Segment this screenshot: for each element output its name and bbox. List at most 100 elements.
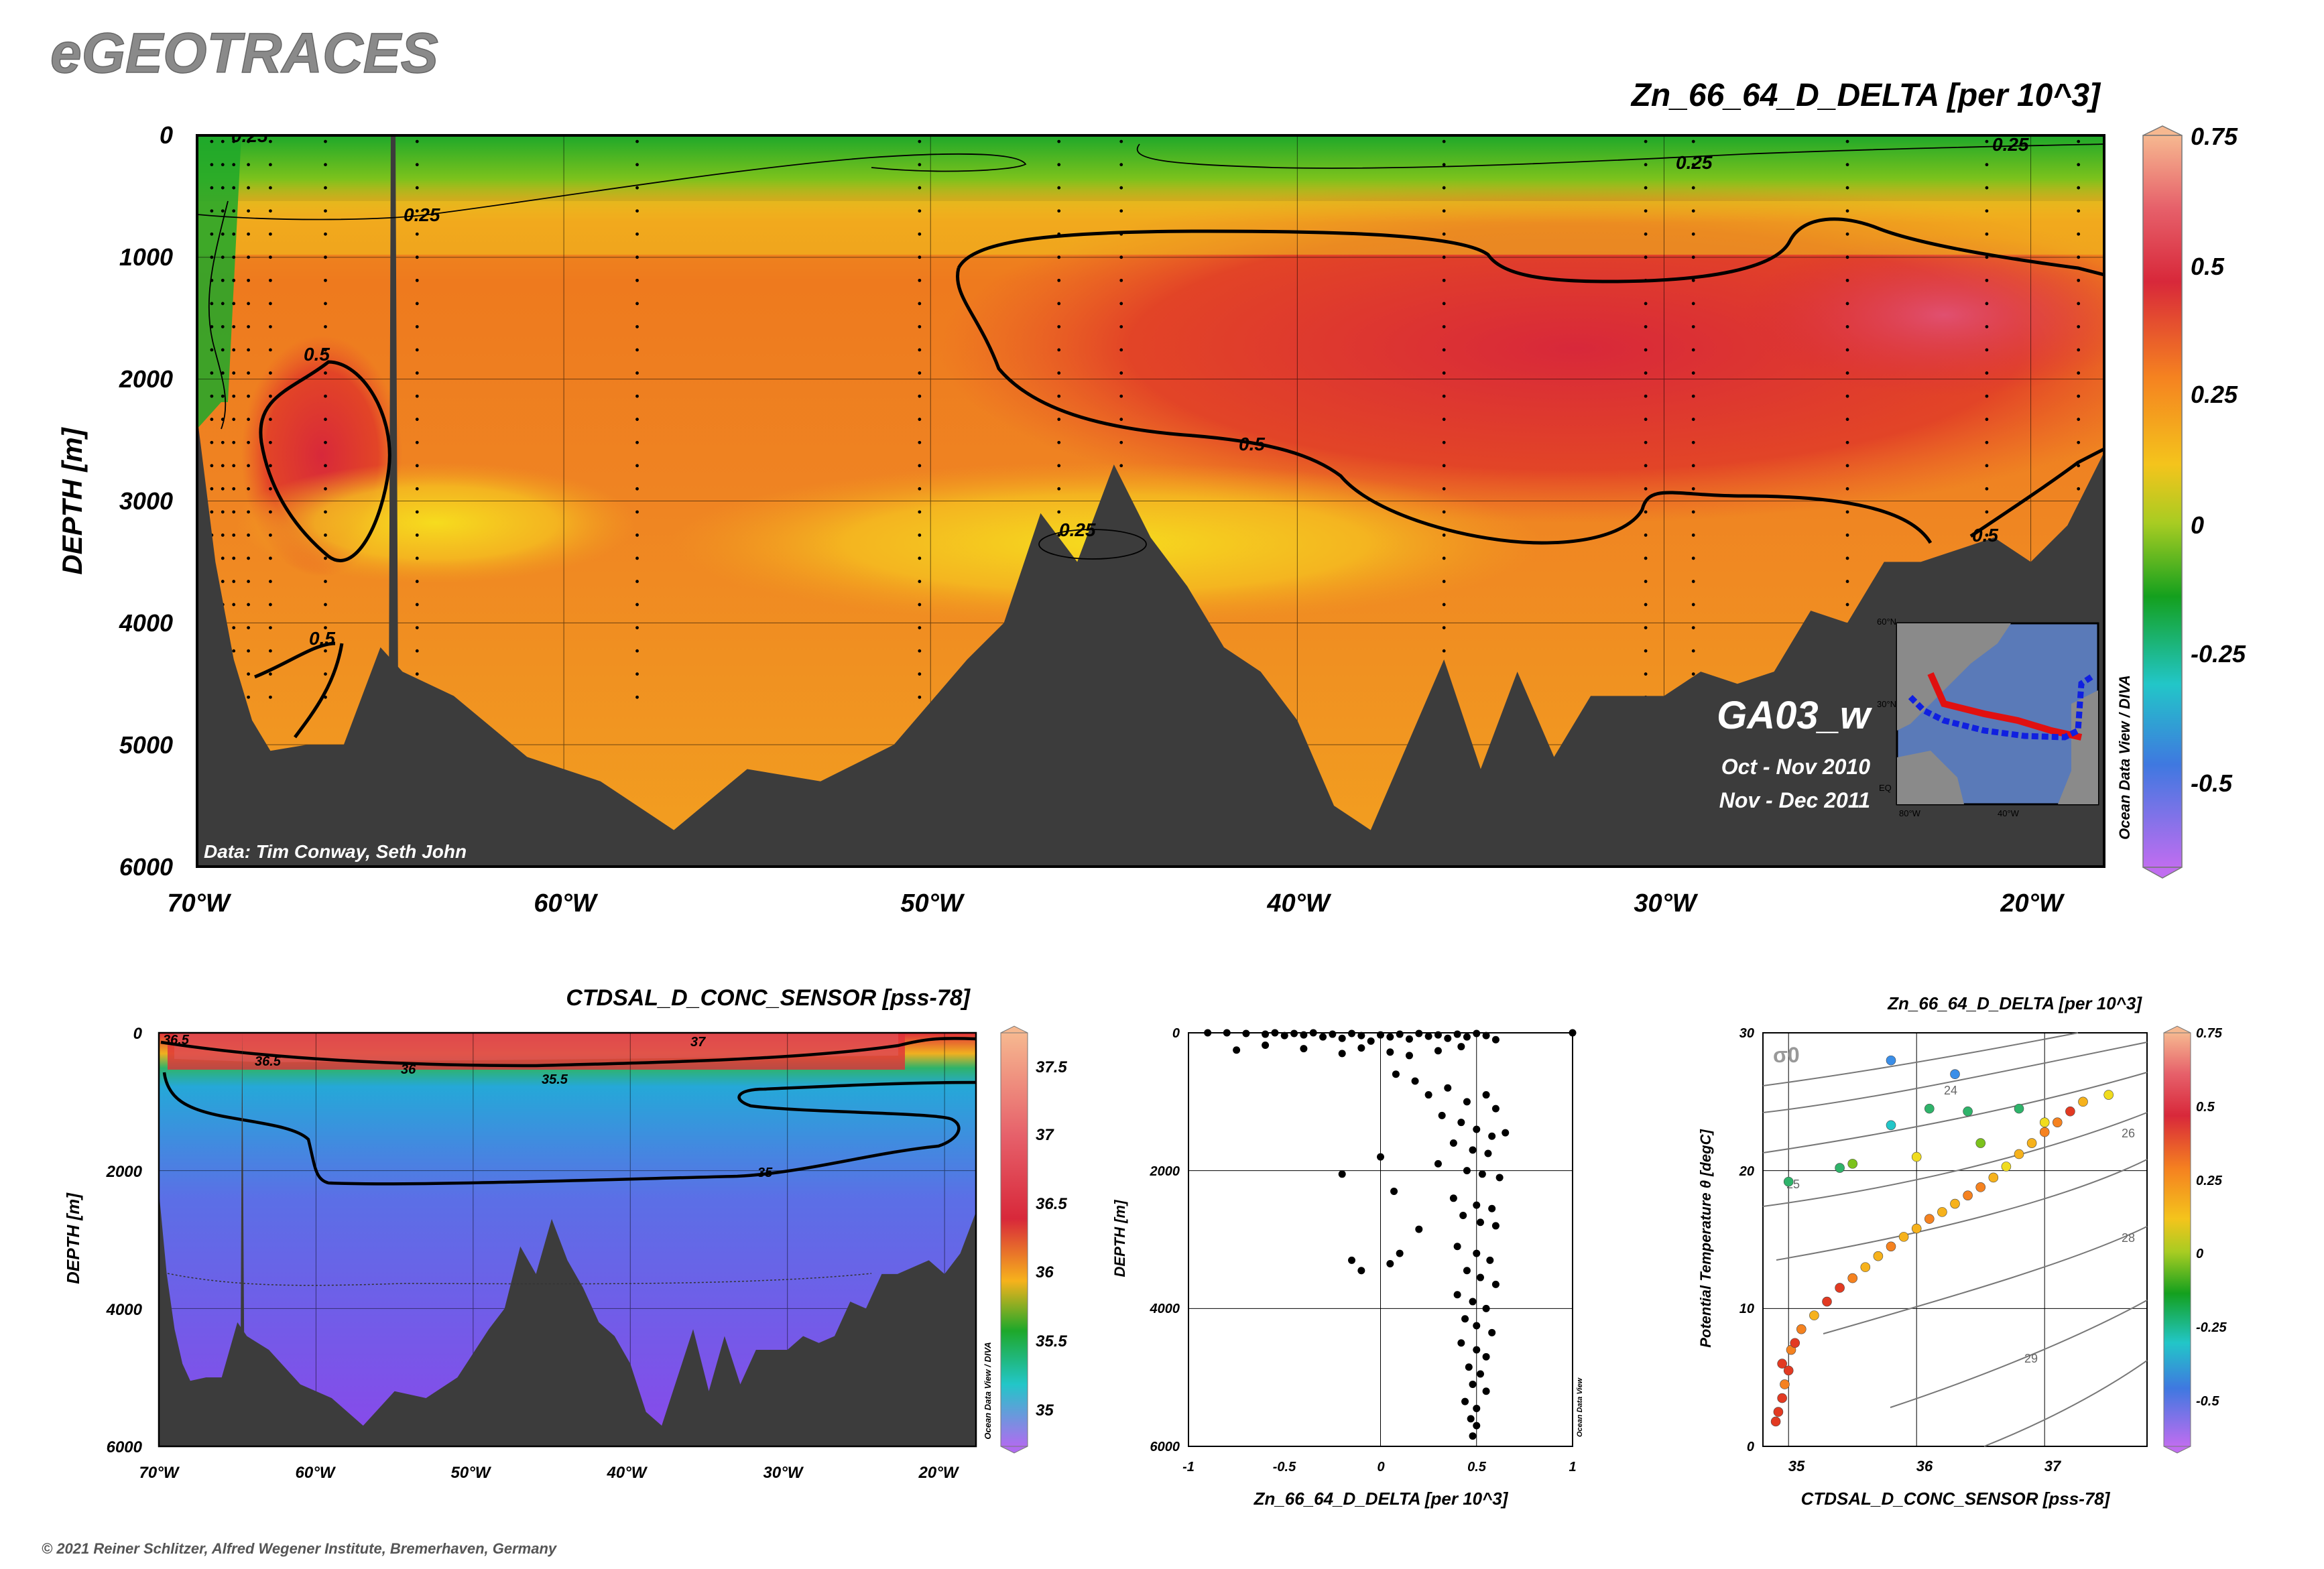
sample-dot — [221, 232, 225, 236]
sample-dot — [1442, 348, 1446, 352]
sample-dot — [1691, 163, 1695, 167]
sample-dot — [1985, 255, 1989, 259]
contour-0.5-deepwest — [254, 641, 344, 739]
sample-dot — [1057, 209, 1061, 213]
ts-point — [2014, 1103, 2024, 1114]
sample-dot — [918, 440, 922, 444]
contour-label: 36.5 — [255, 1054, 282, 1069]
sample-dot — [635, 695, 639, 699]
salinity-contour-35-deep — [167, 1273, 872, 1286]
sample-dot — [415, 487, 419, 491]
profile-point — [1478, 1170, 1486, 1178]
sample-dot — [232, 163, 236, 167]
data-credit: Data: Tim Conway, Seth John — [204, 841, 467, 862]
sample-dot — [1691, 556, 1695, 560]
sample-dot — [635, 672, 639, 676]
sample-dot — [918, 232, 922, 236]
sample-dot — [415, 255, 419, 259]
sample-dot — [918, 695, 922, 699]
sample-dot — [324, 672, 327, 676]
sample-dot — [269, 278, 272, 282]
inset-lat-label: EQ — [1879, 783, 1892, 793]
sample-dot — [635, 649, 639, 653]
sample-dot — [1845, 510, 1849, 514]
sample-dot — [415, 186, 419, 190]
sample-dot — [2077, 139, 2081, 143]
sample-dot — [1119, 440, 1123, 444]
sample-dot — [232, 580, 236, 583]
ts-y-label: Potential Temperature θ [degC] — [1697, 1129, 1714, 1348]
sample-dot — [324, 534, 327, 537]
sample-dot — [1057, 440, 1061, 444]
sample-dot — [232, 626, 236, 630]
colorbar-tick-label: 0.5 — [2196, 1100, 2215, 1115]
sample-dot — [415, 626, 419, 630]
ts-point — [1783, 1176, 1794, 1187]
sample-dot — [232, 603, 236, 607]
sample-dot — [918, 603, 922, 607]
sample-dot — [1985, 510, 1989, 514]
y-tick-label: 1000 — [119, 243, 173, 271]
seamount-spike — [389, 135, 400, 867]
sample-dot — [1691, 603, 1695, 607]
sample-dot — [1691, 278, 1695, 282]
profile-plot — [1188, 1029, 1577, 1447]
sample-dot — [269, 302, 272, 306]
sample-dot — [1057, 371, 1061, 375]
colorbar-tick-label: -0.5 — [2191, 769, 2233, 797]
profile-point — [1482, 1091, 1490, 1099]
sample-dot — [221, 255, 225, 259]
ts-point — [1822, 1296, 1832, 1307]
odv-label: Ocean Data View / DIVA — [983, 1342, 993, 1439]
ts-x-label: CTDSAL_D_CONC_SENSOR [pss-78] — [1801, 1489, 2111, 1509]
profile-point — [1348, 1029, 1356, 1038]
sample-dot — [1644, 672, 1648, 676]
ts-point — [1873, 1251, 1884, 1261]
sample-dot — [635, 186, 639, 190]
y-tick-label: 0 — [133, 1025, 143, 1043]
sample-dot — [1057, 348, 1061, 352]
sample-dot — [1845, 325, 1849, 328]
colorbar-top-cap — [1000, 1025, 1028, 1033]
ts-point — [1886, 1241, 1896, 1252]
sample-dot — [1985, 534, 1989, 537]
sample-dot — [210, 418, 214, 422]
sample-dot — [1644, 302, 1648, 306]
contour-label: 0.5 — [1972, 525, 1998, 546]
profile-point — [1465, 1363, 1473, 1371]
sample-dot — [1845, 255, 1849, 259]
sample-dot — [1057, 487, 1061, 491]
sample-dot — [1845, 534, 1849, 537]
main-title: Zn_66_64_D_DELTA [per 10^3] — [1630, 78, 2101, 113]
profile-point — [1463, 1167, 1471, 1175]
sample-dot — [324, 394, 327, 398]
profile-point — [1453, 1291, 1461, 1299]
sample-dot — [1119, 348, 1123, 352]
sample-dot — [415, 510, 419, 514]
y-tick-label: 2000 — [119, 365, 173, 393]
sample-dot — [415, 139, 419, 143]
sample-dot — [221, 580, 225, 583]
sample-dot — [2077, 418, 2081, 422]
sample-dot — [324, 325, 327, 328]
sample-dot — [1691, 626, 1695, 630]
profile-point — [1377, 1031, 1384, 1039]
sample-dot — [1644, 556, 1648, 560]
sample-dot — [1985, 163, 1989, 167]
colorbar-tick-label: -0.25 — [2196, 1320, 2227, 1335]
profile-point — [1434, 1047, 1442, 1055]
ts-point — [1911, 1151, 1922, 1162]
sample-dot — [324, 302, 327, 306]
sample-dot — [221, 278, 225, 282]
ts-point — [1796, 1324, 1807, 1334]
sample-dot — [269, 649, 272, 653]
sample-dot — [221, 325, 225, 328]
sample-dot — [221, 534, 225, 537]
sample-dot — [1119, 302, 1123, 306]
sample-dot — [247, 626, 250, 630]
sample-dot — [1691, 139, 1695, 143]
profile-point — [1434, 1159, 1442, 1168]
profile-point — [1386, 1033, 1394, 1041]
inset-lon-label: 80°W — [1899, 808, 1921, 818]
sample-dot — [2077, 371, 2081, 375]
